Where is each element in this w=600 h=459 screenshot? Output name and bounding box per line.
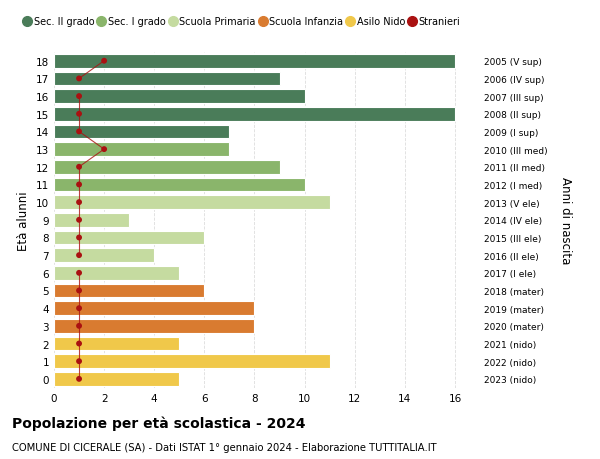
Bar <box>54 284 205 298</box>
Point <box>74 358 84 365</box>
Point <box>74 129 84 136</box>
Point <box>74 375 84 383</box>
Point <box>74 234 84 241</box>
Bar <box>54 354 329 368</box>
Point <box>100 58 109 65</box>
Bar <box>54 266 179 280</box>
Point <box>74 340 84 347</box>
Point <box>74 269 84 277</box>
Bar <box>54 90 305 104</box>
Bar <box>54 319 254 333</box>
Bar <box>54 55 455 68</box>
Point <box>74 252 84 259</box>
Bar <box>54 125 229 139</box>
Bar <box>54 372 179 386</box>
Bar <box>54 337 179 351</box>
Text: COMUNE DI CICERALE (SA) - Dati ISTAT 1° gennaio 2024 - Elaborazione TUTTITALIA.I: COMUNE DI CICERALE (SA) - Dati ISTAT 1° … <box>12 442 437 452</box>
Point <box>74 287 84 295</box>
Bar <box>54 73 280 86</box>
Y-axis label: Anni di nascita: Anni di nascita <box>559 177 572 264</box>
Bar <box>54 213 129 227</box>
Bar <box>54 107 455 121</box>
Point <box>74 323 84 330</box>
Text: Popolazione per età scolastica - 2024: Popolazione per età scolastica - 2024 <box>12 415 305 430</box>
Point <box>74 164 84 171</box>
Point <box>74 111 84 118</box>
Bar <box>54 143 229 157</box>
Bar <box>54 196 329 210</box>
Bar <box>54 178 305 192</box>
Point <box>100 146 109 153</box>
Bar <box>54 161 280 174</box>
Legend: Sec. II grado, Sec. I grado, Scuola Primaria, Scuola Infanzia, Asilo Nido, Stran: Sec. II grado, Sec. I grado, Scuola Prim… <box>25 17 460 28</box>
Point <box>74 93 84 101</box>
Bar <box>54 231 205 245</box>
Y-axis label: Età alunni: Età alunni <box>17 190 31 250</box>
Point <box>74 305 84 312</box>
Point <box>74 76 84 83</box>
Bar <box>54 302 254 315</box>
Point <box>74 181 84 189</box>
Point <box>74 217 84 224</box>
Bar <box>54 249 154 263</box>
Point <box>74 199 84 207</box>
